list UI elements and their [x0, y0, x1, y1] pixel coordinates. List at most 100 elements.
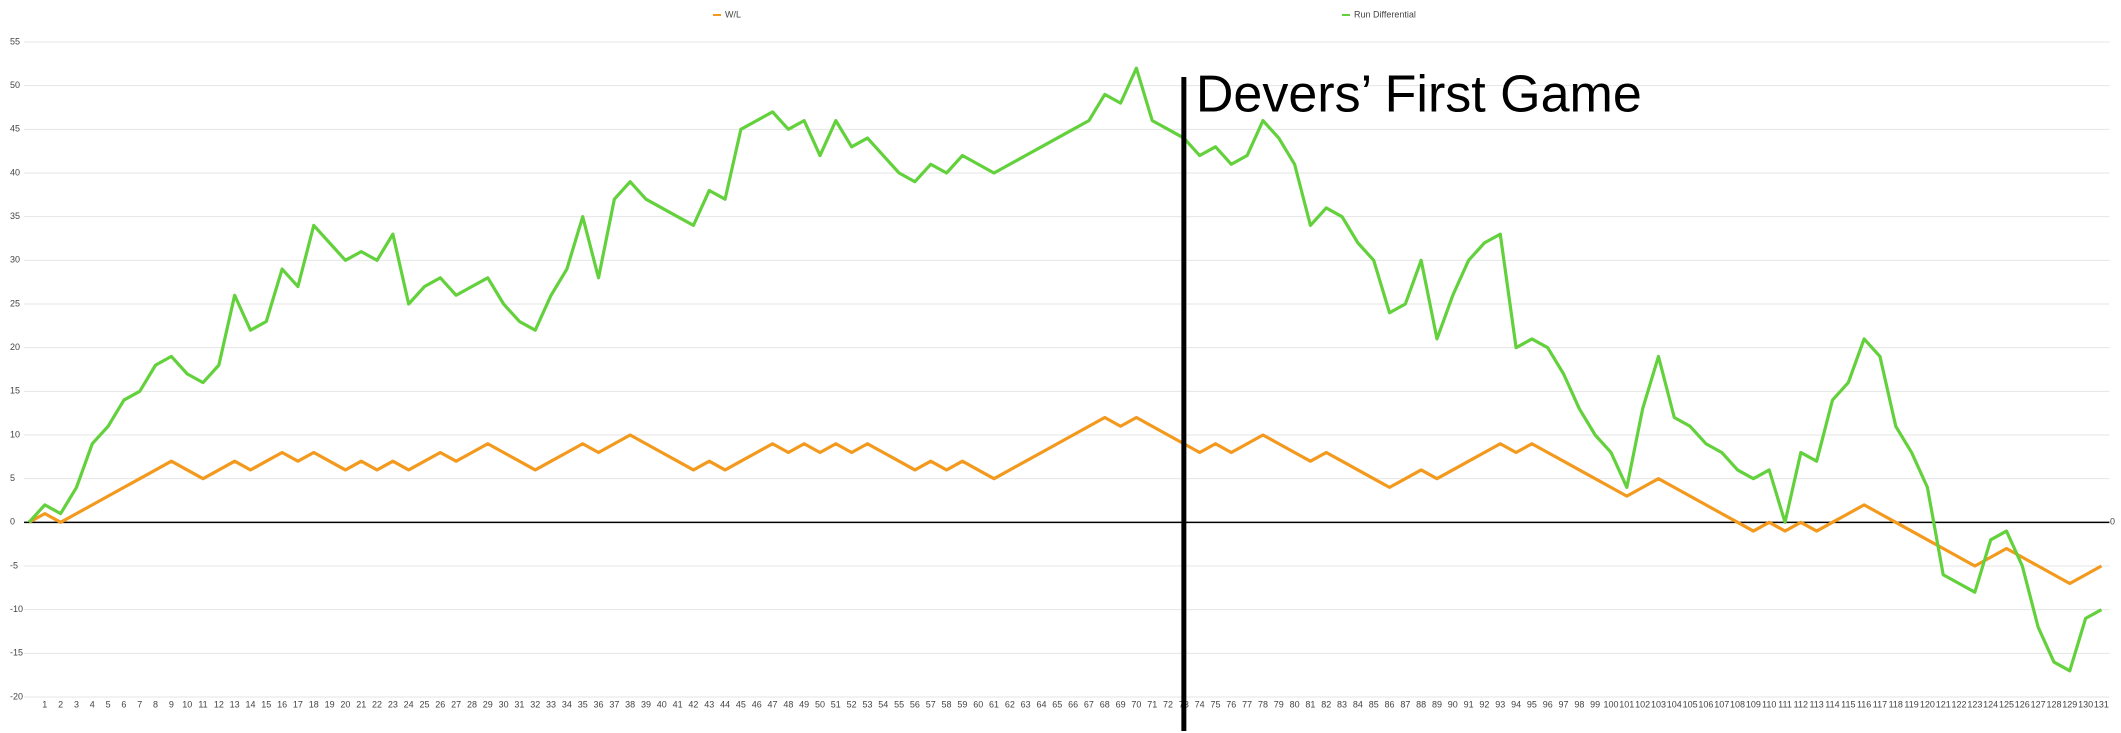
y-tick-label: 55	[10, 36, 20, 46]
x-tick-label: 66	[1068, 699, 1078, 709]
x-tick-label: 13	[230, 699, 240, 709]
x-tick-label: 129	[2062, 699, 2077, 709]
x-tick-label: 80	[1290, 699, 1300, 709]
y-tick-label: 15	[10, 386, 20, 396]
x-tick-label: 79	[1274, 699, 1284, 709]
x-tick-label: 65	[1052, 699, 1062, 709]
x-tick-label: 105	[1683, 699, 1698, 709]
x-tick-label: 2	[58, 699, 63, 709]
x-tick-label: 87	[1400, 699, 1410, 709]
x-tick-label: 21	[356, 699, 366, 709]
legend-item: W/L	[713, 9, 741, 19]
x-tick-label: 36	[594, 699, 604, 709]
x-tick-label: 101	[1619, 699, 1634, 709]
x-tick-label: 49	[799, 699, 809, 709]
x-tick-label: 30	[499, 699, 509, 709]
x-tick-label: 43	[704, 699, 714, 709]
y-tick-label: 20	[10, 342, 20, 352]
x-tick-label: 40	[657, 699, 667, 709]
x-tick-label: 74	[1195, 699, 1205, 709]
x-tick-label: 27	[451, 699, 461, 709]
x-tick-label: 111	[1778, 699, 1792, 709]
x-tick-label: 50	[815, 699, 825, 709]
x-tick-label: 121	[1936, 699, 1951, 709]
x-tick-label: 77	[1242, 699, 1252, 709]
x-tick-label: 120	[1920, 699, 1935, 709]
x-tick-label: 93	[1495, 699, 1505, 709]
x-tick-label: 32	[530, 699, 540, 709]
x-tick-label: 33	[546, 699, 556, 709]
x-tick-label: 100	[1603, 699, 1618, 709]
x-tick-label: 99	[1590, 699, 1600, 709]
x-tick-label: 122	[1952, 699, 1967, 709]
x-tick-label: 22	[372, 699, 382, 709]
x-tick-label: 107	[1714, 699, 1729, 709]
x-tick-label: 63	[1021, 699, 1031, 709]
x-tick-label: 18	[309, 699, 319, 709]
x-tick-label: 119	[1904, 699, 1918, 709]
y-tick-label: -5	[10, 560, 18, 570]
x-tick-label: 70	[1131, 699, 1141, 709]
x-tick-label: 110	[1762, 699, 1776, 709]
x-tick-label: 126	[2015, 699, 2030, 709]
y-tick-label: 30	[10, 255, 20, 265]
y-tick-label: -10	[10, 604, 23, 614]
x-tick-label: 8	[153, 699, 158, 709]
y-tick-label: 35	[10, 211, 20, 221]
x-tick-label: 128	[2046, 699, 2061, 709]
x-tick-label: 28	[467, 699, 477, 709]
x-tick-label: 104	[1667, 699, 1682, 709]
y2-tick-label: 0	[2110, 517, 2115, 527]
x-tick-label: 23	[388, 699, 398, 709]
x-tick-label: 72	[1163, 699, 1173, 709]
x-tick-label: 3	[74, 699, 79, 709]
x-tick-label: 76	[1226, 699, 1236, 709]
x-tick-label: 68	[1100, 699, 1110, 709]
x-tick-label: 29	[483, 699, 493, 709]
x-tick-label: 7	[137, 699, 142, 709]
x-tick-label: 4	[90, 699, 95, 709]
x-tick-label: 118	[1889, 699, 1903, 709]
x-tick-label: 109	[1746, 699, 1761, 709]
x-tick-label: 94	[1511, 699, 1521, 709]
x-tick-label: 97	[1559, 699, 1569, 709]
series-line	[28, 415, 2103, 586]
x-tick-label: 117	[1873, 699, 1887, 709]
x-tick-label: 1	[42, 699, 47, 709]
y-tick-label: 5	[10, 473, 15, 483]
x-tick-label: 59	[957, 699, 967, 709]
x-tick-label: 130	[2078, 699, 2093, 709]
y-tick-label: 50	[10, 80, 20, 90]
x-tick-label: 85	[1369, 699, 1379, 709]
x-tick-label: 34	[562, 699, 572, 709]
x-tick-label: 78	[1258, 699, 1268, 709]
x-tick-label: 52	[847, 699, 857, 709]
x-tick-label: 75	[1210, 699, 1220, 709]
x-tick-label: 103	[1651, 699, 1666, 709]
x-tick-label: 17	[293, 699, 303, 709]
x-tick-label: 24	[404, 699, 414, 709]
annotation-text: Devers’ First Game	[1196, 66, 1642, 124]
x-tick-label: 86	[1385, 699, 1395, 709]
x-tick-label: 54	[878, 699, 888, 709]
x-tick-label: 71	[1147, 699, 1157, 709]
x-tick-label: 112	[1794, 699, 1808, 709]
x-tick-label: 81	[1305, 699, 1315, 709]
x-tick-label: 39	[641, 699, 651, 709]
x-tick-label: 83	[1337, 699, 1347, 709]
x-tick-label: 69	[1116, 699, 1126, 709]
x-tick-label: 6	[121, 699, 126, 709]
x-tick-label: 10	[182, 699, 192, 709]
x-tick-label: 31	[514, 699, 524, 709]
x-tick-label: 113	[1809, 699, 1823, 709]
x-tick-label: 127	[2031, 699, 2046, 709]
x-tick-label: 16	[277, 699, 287, 709]
x-tick-label: 46	[752, 699, 762, 709]
x-tick-label: 45	[736, 699, 746, 709]
x-tick-label: 47	[768, 699, 778, 709]
y-tick-label: 25	[10, 298, 20, 308]
x-tick-label: 57	[926, 699, 936, 709]
x-tick-label: 11	[198, 699, 207, 709]
x-tick-label: 15	[261, 699, 271, 709]
x-tick-label: 90	[1448, 699, 1458, 709]
